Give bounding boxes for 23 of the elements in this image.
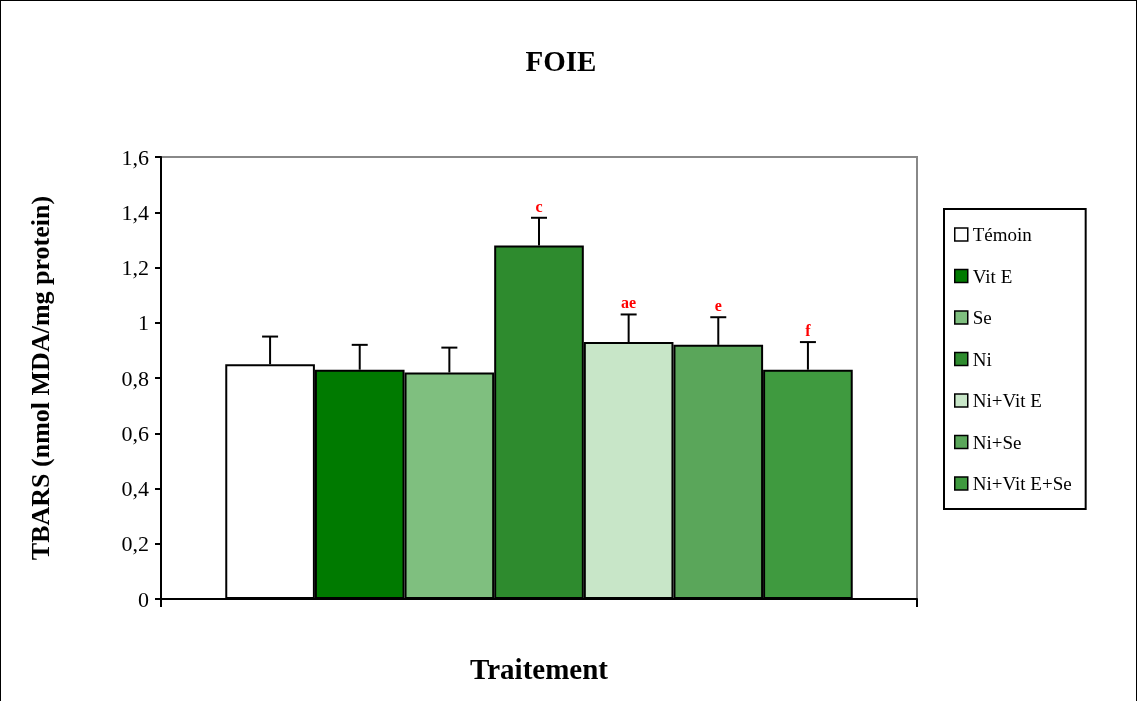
legend-label: Se xyxy=(972,307,992,328)
data-label: e xyxy=(714,297,722,315)
y-tick-label: 0,4 xyxy=(121,476,149,501)
y-tick-label: 0 xyxy=(138,586,149,612)
legend-label: Ni+Vit E+Se xyxy=(972,473,1072,494)
data-label: ae xyxy=(621,294,637,312)
legend-label: Ni+Vit E xyxy=(972,390,1042,411)
legend-label: Témoin xyxy=(972,224,1033,245)
y-axis-title: TBARS (nmol MDA/mg protein) xyxy=(25,195,55,561)
data-label: f xyxy=(805,321,812,339)
legend-label: Vit E xyxy=(972,265,1013,287)
y-tick-label: 1,2 xyxy=(121,255,149,280)
x-axis-title: Traitement xyxy=(470,652,609,685)
y-tick-label: 1,6 xyxy=(121,144,149,170)
data-label: c xyxy=(535,197,543,215)
y-tick-label: 0,8 xyxy=(121,365,149,391)
y-tick-label: 0,2 xyxy=(121,531,149,557)
y-tick-label: 1,4 xyxy=(121,199,149,225)
legend-label: Ni xyxy=(972,348,992,370)
chart-title: FOIE xyxy=(525,44,597,77)
y-tick-label: 0,6 xyxy=(121,420,149,446)
y-tick-label: 1 xyxy=(138,310,149,336)
legend-label: Ni+Se xyxy=(972,431,1022,453)
